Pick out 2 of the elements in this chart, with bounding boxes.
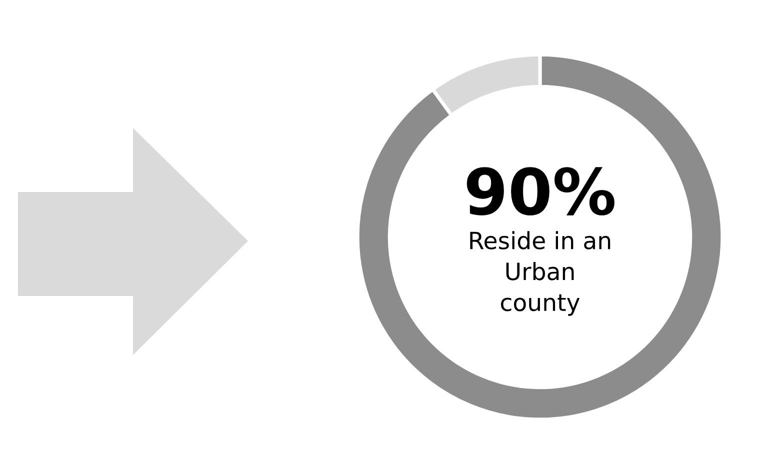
text: Reside in an Urban county: [470, 231, 610, 316]
data-label: 90%: [466, 167, 614, 216]
